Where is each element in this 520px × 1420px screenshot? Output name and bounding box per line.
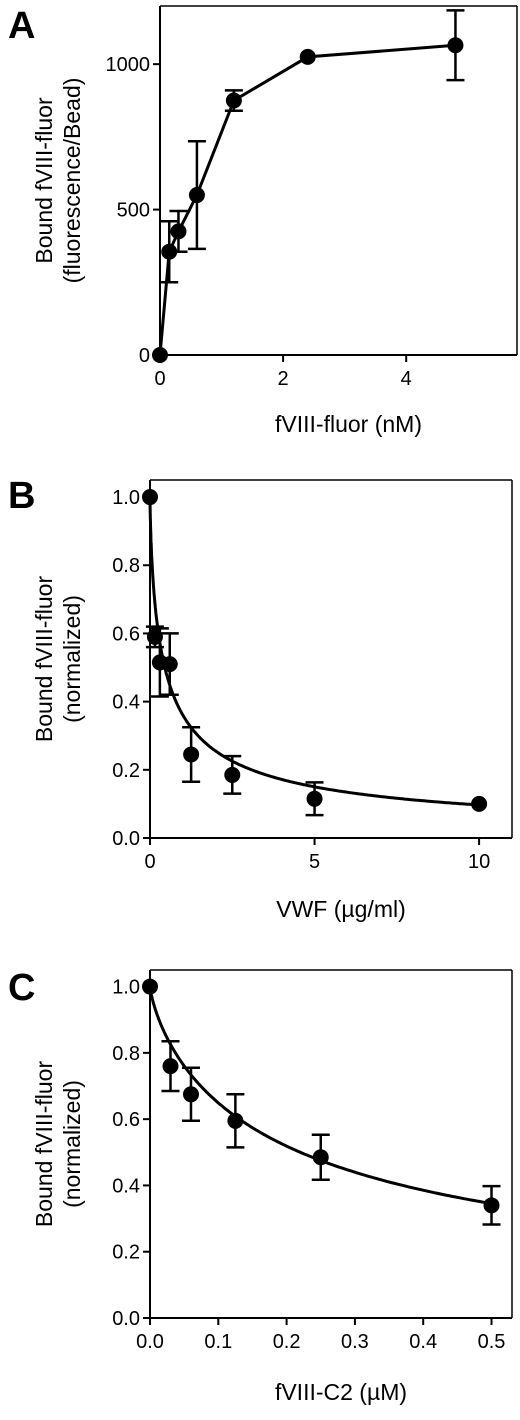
data-point [306, 790, 323, 807]
data-point [161, 656, 178, 673]
x-tick-label: 0 [154, 368, 165, 390]
ticks: 0.0 0.2 0.4 0.6 0.8 1.0 0.0 0.1 0.2 0.3 0.4 0.5 [112, 977, 505, 1353]
x-tick-label: 2 [278, 368, 289, 390]
x-tick-label: 0.1 [204, 1331, 232, 1353]
axes [149, 479, 513, 839]
panel-letter: C [8, 967, 35, 1009]
y-axis-title-line-1: Bound fVIII-fluor [31, 97, 57, 264]
x-axis-title: fVIII-fluor (nM) [275, 411, 422, 437]
y-tick-label: 0.2 [112, 1242, 140, 1264]
panel-a: A Bound fVIII-fluor (fluorescence/Bead) … [8, 5, 518, 437]
x-tick-label: 4 [401, 368, 412, 390]
data-point [225, 92, 242, 109]
data-point [227, 1112, 244, 1129]
y-tick-label: 0.4 [112, 692, 140, 714]
data-marks [142, 978, 501, 1226]
x-tick-label: 10 [468, 851, 490, 873]
y-axis-title-line-2: (normalized) [59, 1080, 85, 1208]
data-point [188, 187, 205, 204]
axes [159, 5, 518, 356]
data-point [152, 347, 168, 363]
panel-b: B Bound fVIII-fluor (normalized) VWF (µg… [8, 475, 513, 922]
data-point [224, 766, 241, 783]
x-tick-label: 0.4 [409, 1331, 437, 1353]
y-tick-label: 0.0 [112, 828, 140, 850]
y-axis-title-line-1: Bound fVIII-fluor [31, 576, 57, 743]
y-tick-label: 0.2 [112, 760, 140, 782]
x-axis-title: VWF (µg/ml) [276, 896, 406, 922]
y-tick-label: 1.0 [112, 487, 140, 509]
y-tick-label: 0.6 [112, 1109, 140, 1131]
series-line [148, 986, 492, 1206]
panel-letter: B [8, 475, 35, 517]
data-point [312, 1149, 329, 1166]
data-point [142, 489, 158, 506]
data-point [162, 1058, 179, 1075]
x-tick-label: 5 [309, 851, 320, 873]
data-point [183, 746, 200, 763]
data-point [182, 1086, 199, 1103]
x-axis-title: fVIII-C2 (µM) [275, 1379, 407, 1405]
y-tick-label: 0.4 [112, 1175, 140, 1197]
x-tick-label: 0 [144, 851, 155, 873]
data-point [299, 48, 316, 65]
y-tick-label: 1.0 [112, 977, 140, 999]
y-tick-label: 1000 [106, 54, 151, 76]
x-tick-label: 0.2 [273, 1331, 301, 1353]
data-point [142, 978, 158, 995]
y-tick-label: 0.6 [112, 623, 140, 645]
x-tick-label: 0.3 [341, 1331, 369, 1353]
y-axis-title-line-1: Bound fVIII-fluor [31, 1061, 57, 1228]
data-marks [152, 9, 465, 363]
data-point [170, 223, 187, 240]
y-tick-label: 0.0 [112, 1308, 140, 1330]
ticks: 0.0 0.2 0.4 0.6 0.8 1.0 0 5 10 [112, 487, 490, 873]
panel-letter: A [8, 5, 35, 47]
data-point [447, 37, 464, 54]
y-tick-label: 0 [139, 345, 150, 367]
data-point [471, 795, 488, 812]
ticks: 0 500 1000 0 2 4 [106, 54, 412, 390]
data-point [161, 243, 178, 260]
data-point [483, 1197, 500, 1214]
panel-c: C Bound fVIII-fluor (normalized) fVIII-C… [8, 967, 513, 1405]
x-tick-label: 0.0 [136, 1331, 164, 1353]
axes [149, 969, 513, 1319]
y-tick-label: 0.8 [112, 555, 140, 577]
y-tick-label: 0.8 [112, 1043, 140, 1065]
series-line [158, 43, 456, 356]
y-axis-title-line-2: (normalized) [59, 595, 85, 723]
y-tick-label: 500 [117, 200, 150, 222]
x-tick-label: 0.5 [478, 1331, 506, 1353]
y-axis-title-line-2: (fluorescence/Bead) [59, 78, 85, 284]
series-line [148, 497, 480, 807]
data-marks [142, 489, 488, 817]
data-point [146, 628, 163, 645]
